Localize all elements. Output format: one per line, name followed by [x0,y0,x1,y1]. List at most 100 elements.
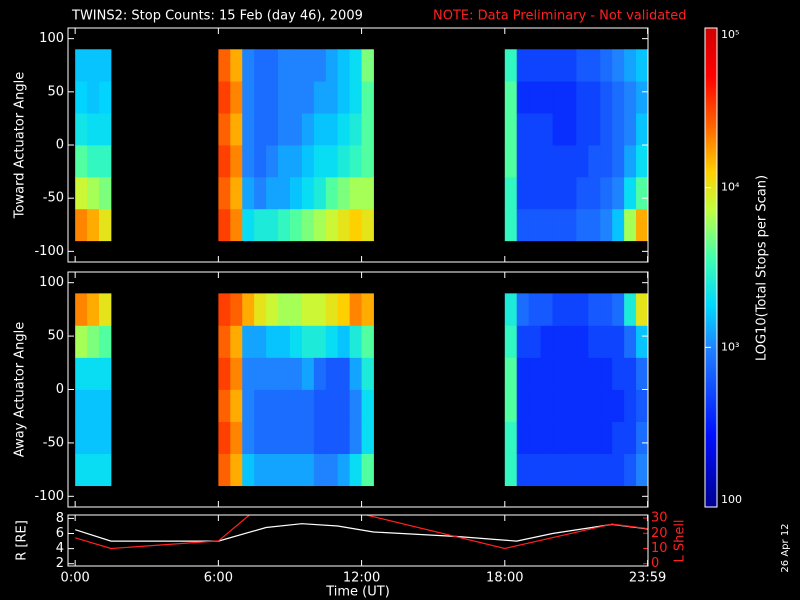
heat-cell [337,389,351,422]
heat-cell [600,453,613,487]
heat-cell [349,113,362,146]
heat-cell [528,325,541,358]
heat-cell [266,208,279,242]
y-tick-label: -50 [43,191,64,206]
heat-cell [624,176,637,210]
heat-cell [289,81,303,114]
heat-cell [576,357,589,390]
heat-cell [325,81,339,114]
heat-cell [516,293,530,326]
heat-cell [504,145,518,178]
y-tick-label: 2 [56,556,64,571]
heat-cell [254,357,267,390]
heat-cell [636,421,649,454]
colorbar-tick-label: 100 [721,493,742,506]
heat-cell [504,176,518,210]
heat-cell [588,113,601,146]
heat-cell [87,176,100,210]
heat-cell [99,421,112,454]
heat-cell [636,357,649,390]
heat-cell [337,453,351,487]
heat-cell [99,325,112,358]
heat-cell [218,208,231,242]
heat-cell [230,325,243,358]
heat-cell [540,81,553,114]
heat-cell [254,49,267,82]
heat-cell [516,453,530,487]
heat-cell [636,145,649,178]
heat-cell [75,421,88,454]
heat-cell [576,325,589,358]
heat-cell [289,357,303,390]
heat-cell [576,389,589,422]
heat-cell [576,49,589,82]
y2-label: L Shell [673,519,688,562]
heat-cell [242,453,255,487]
heat-cell [528,453,541,487]
x-tick-label: 18:00 [486,571,523,586]
heat-cell [349,176,362,210]
y-label: Toward Actuator Angle [13,72,28,219]
heat-cell [504,293,518,326]
heat-cell [230,176,243,210]
heat-cell [361,81,374,114]
heat-cell [289,208,303,242]
heat-cell [504,453,518,487]
heat-cell [75,113,88,146]
heat-cell [313,145,327,178]
heat-cell [516,176,530,210]
heat-cell [87,357,100,390]
heat-cell [516,357,530,390]
heat-cell [540,421,553,454]
heat-cell [624,49,637,82]
heat-cell [600,145,613,178]
y-tick-label: 100 [39,31,64,46]
heat-cell [242,49,255,82]
heat-cell [588,453,601,487]
heat-cell [576,453,589,487]
heat-cell [612,81,625,114]
heat-cell [218,453,231,487]
heat-cell [564,453,577,487]
heat-cell [624,325,637,358]
heat-cell [337,357,351,390]
heat-cell [516,81,530,114]
x-label: Time (UT) [325,585,390,600]
heat-cell [552,81,565,114]
heat-cell [313,325,327,358]
heat-cell [266,49,279,82]
heat-cell [87,389,100,422]
heat-cell [230,49,243,82]
heat-cell [266,421,279,454]
heat-cell [552,421,565,454]
heat-cell [612,325,625,358]
y-label: Away Actuator Angle [13,322,28,457]
heat-cell [337,176,351,210]
heat-cell [289,49,303,82]
heat-cell [75,357,88,390]
heat-cell [87,145,100,178]
heat-cell [325,113,339,146]
heat-cell [266,357,279,390]
heat-cell [218,81,231,114]
heat-cell [552,357,565,390]
heat-cell [540,389,553,422]
heat-cell [99,113,112,146]
heat-cell [612,421,625,454]
heat-cell [600,293,613,326]
heat-cell [552,293,565,326]
heat-cell [325,145,339,178]
heat-cell [266,145,279,178]
heat-cell [337,145,351,178]
heat-cell [564,389,577,422]
x-tick-label: 23:59 [629,571,666,586]
heat-cell [313,453,327,487]
heat-cell [242,357,255,390]
heat-cell [278,293,291,326]
heat-cell [528,293,541,326]
heat-cell [504,81,518,114]
heat-cell [313,49,327,82]
heat-cell [87,49,100,82]
heat-cell [576,145,589,178]
heat-cell [576,81,589,114]
